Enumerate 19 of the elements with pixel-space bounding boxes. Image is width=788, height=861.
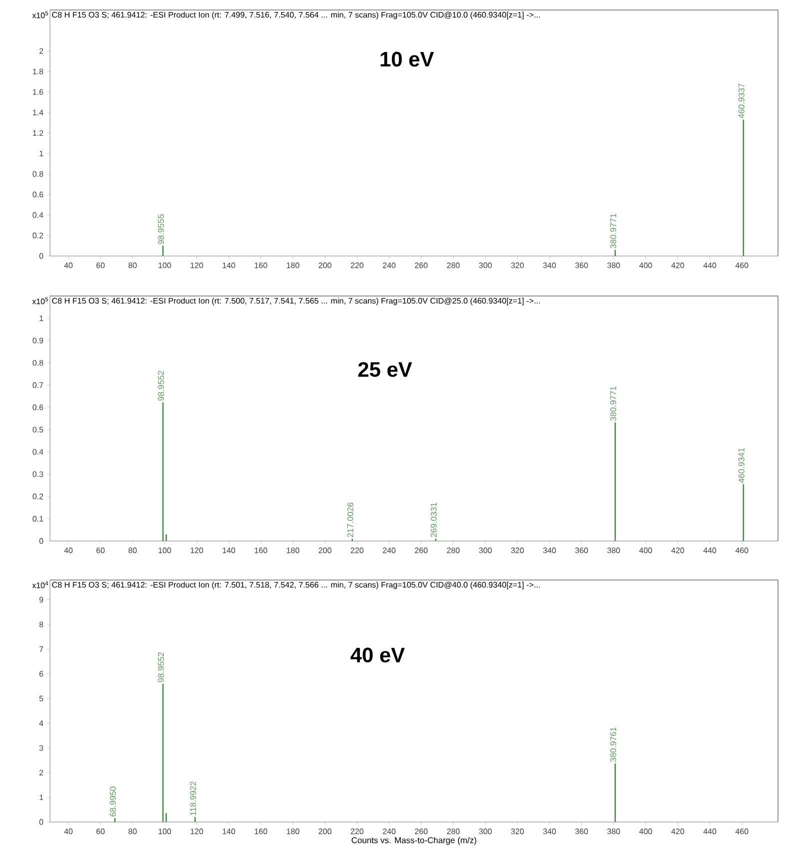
annotation: 217.0026 [347,502,354,538]
annotation: 118.9922 [190,782,196,816]
chart-title: C8 H F15 O3 S; 461.9412: -ESI Product Ion (rt: 7.499, 7.516, 7.540, 7.564 ... min, 7 scans) Frag=105.0V CID@10.0 (460.9340[z=1] ->... [52,12,540,20]
annotation: 98.9552 [158,652,164,682]
annotation: 380.9771 [610,386,616,421]
annotation: 269.0331 [430,502,437,538]
chart-title: C8 H F15 O3 S; 461.9412: -ESI Product Ion (rt: 7.500, 7.517, 7.541, 7.565 ... min, 7 scans) Frag=105.0V CID@25.0 (460.9340[z=1] ->... [52,298,540,306]
annotation: 460.9341 [738,448,744,483]
annotation: 68.9950 [110,786,116,816]
text: 25 eV [358,362,412,377]
chart-title: C8 H F15 O3 S; 461.9412: -ESI Product Ion (rt: 7.501, 7.518, 7.542, 7.566 ... min, 7 scans) Frag=105.0V CID@40.0 (460.9340[z=1] ->... [52,582,540,590]
x-axis-title: Counts vs. Mass-to-Charge (m/z) [352,837,476,845]
text: 10 eV [380,52,434,67]
annotation: 380.9771 [610,214,616,248]
annotation: 98.9555 [158,214,164,244]
annotation: 460.9337 [738,84,744,118]
annotation: 98.9552 [158,370,164,401]
annotation: 380.9761 [610,727,616,762]
text: 40 eV [350,648,405,662]
